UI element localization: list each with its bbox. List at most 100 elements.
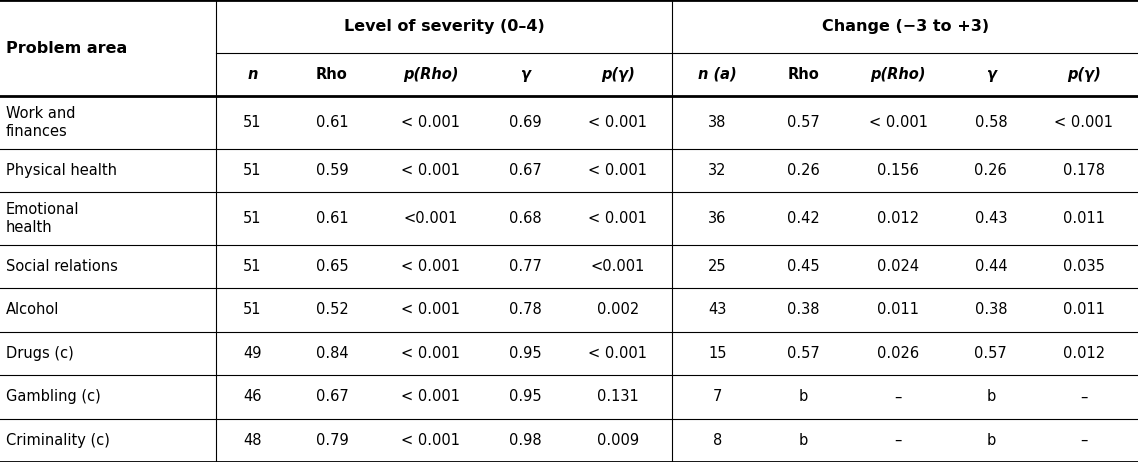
Text: Criminality (c): Criminality (c) [6,433,109,448]
Text: 0.98: 0.98 [509,433,542,448]
Text: Work and
finances: Work and finances [6,106,75,139]
Text: –: – [894,389,901,404]
Text: 0.67: 0.67 [509,163,542,178]
Text: 0.67: 0.67 [315,389,348,404]
Text: <0.001: <0.001 [404,211,459,226]
Text: 0.024: 0.024 [877,259,920,274]
Text: 51: 51 [244,259,262,274]
Text: 0.42: 0.42 [786,211,819,226]
Text: 0.011: 0.011 [877,303,920,317]
Text: 32: 32 [708,163,727,178]
Text: 0.011: 0.011 [1063,211,1105,226]
Text: 0.012: 0.012 [877,211,920,226]
Text: 0.95: 0.95 [509,389,542,404]
Text: Change (−3 to +3): Change (−3 to +3) [822,19,989,34]
Text: 0.59: 0.59 [315,163,348,178]
Text: < 0.001: < 0.001 [402,389,461,404]
Text: 51: 51 [244,115,262,130]
Text: p(Rho): p(Rho) [871,67,926,82]
Text: Emotional
health: Emotional health [6,202,80,235]
Text: 0.77: 0.77 [509,259,542,274]
Text: 0.178: 0.178 [1063,163,1105,178]
Text: 0.009: 0.009 [596,433,638,448]
Text: 43: 43 [708,303,727,317]
Text: Rho: Rho [787,67,819,82]
Text: 51: 51 [244,163,262,178]
Text: 0.68: 0.68 [509,211,542,226]
Text: 0.44: 0.44 [974,259,1007,274]
Text: < 0.001: < 0.001 [402,346,461,361]
Text: 0.78: 0.78 [509,303,542,317]
Text: Level of severity (0–4): Level of severity (0–4) [344,19,545,34]
Text: 49: 49 [244,346,262,361]
Text: –: – [1080,433,1087,448]
Text: 0.45: 0.45 [787,259,819,274]
Text: b: b [987,433,996,448]
Text: Physical health: Physical health [6,163,117,178]
Text: 0.002: 0.002 [596,303,638,317]
Text: 0.58: 0.58 [974,115,1007,130]
Text: 0.26: 0.26 [974,163,1007,178]
Text: γ: γ [520,67,530,82]
Text: p(γ): p(γ) [1066,67,1100,82]
Text: 46: 46 [244,389,262,404]
Text: p(γ): p(γ) [601,67,635,82]
Text: < 0.001: < 0.001 [588,115,648,130]
Text: Social relations: Social relations [6,259,117,274]
Text: Alcohol: Alcohol [6,303,59,317]
Text: Gambling (c): Gambling (c) [6,389,100,404]
Text: 48: 48 [244,433,262,448]
Text: 0.035: 0.035 [1063,259,1105,274]
Text: 0.61: 0.61 [315,115,348,130]
Text: 0.95: 0.95 [509,346,542,361]
Text: 0.011: 0.011 [1063,303,1105,317]
Text: 0.57: 0.57 [786,346,819,361]
Text: < 0.001: < 0.001 [868,115,927,130]
Text: 0.84: 0.84 [315,346,348,361]
Text: –: – [1080,389,1087,404]
Text: 0.57: 0.57 [786,115,819,130]
Text: 7: 7 [712,389,723,404]
Text: < 0.001: < 0.001 [588,346,648,361]
Text: n (a): n (a) [699,67,736,82]
Text: 25: 25 [708,259,727,274]
Text: n: n [247,67,257,82]
Text: b: b [799,389,808,404]
Text: 51: 51 [244,211,262,226]
Text: 0.38: 0.38 [974,303,1007,317]
Text: 15: 15 [708,346,727,361]
Text: –: – [894,433,901,448]
Text: < 0.001: < 0.001 [588,211,648,226]
Text: 0.131: 0.131 [597,389,638,404]
Text: 0.79: 0.79 [315,433,348,448]
Text: 0.38: 0.38 [787,303,819,317]
Text: 38: 38 [708,115,727,130]
Text: Rho: Rho [316,67,348,82]
Text: p(Rho): p(Rho) [403,67,459,82]
Text: 0.012: 0.012 [1063,346,1105,361]
Text: γ: γ [986,67,996,82]
Text: < 0.001: < 0.001 [402,259,461,274]
Text: 0.52: 0.52 [315,303,348,317]
Text: Problem area: Problem area [6,41,127,55]
Text: 36: 36 [708,211,727,226]
Text: < 0.001: < 0.001 [402,163,461,178]
Text: < 0.001: < 0.001 [402,433,461,448]
Text: 0.65: 0.65 [315,259,348,274]
Text: Drugs (c): Drugs (c) [6,346,74,361]
Text: 0.026: 0.026 [877,346,920,361]
Text: < 0.001: < 0.001 [1054,115,1113,130]
Text: 0.69: 0.69 [509,115,542,130]
Text: < 0.001: < 0.001 [402,303,461,317]
Text: < 0.001: < 0.001 [588,163,648,178]
Text: < 0.001: < 0.001 [402,115,461,130]
Text: 0.61: 0.61 [315,211,348,226]
Text: 8: 8 [712,433,723,448]
Text: <0.001: <0.001 [591,259,645,274]
Text: b: b [987,389,996,404]
Text: b: b [799,433,808,448]
Text: 0.43: 0.43 [974,211,1007,226]
Text: 0.57: 0.57 [974,346,1007,361]
Text: 51: 51 [244,303,262,317]
Text: 0.26: 0.26 [786,163,819,178]
